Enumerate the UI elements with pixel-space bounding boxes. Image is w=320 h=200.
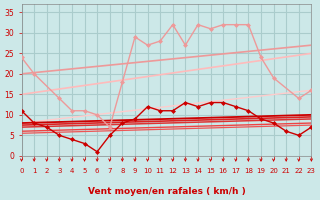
X-axis label: Vent moyen/en rafales ( km/h ): Vent moyen/en rafales ( km/h ) (88, 187, 245, 196)
